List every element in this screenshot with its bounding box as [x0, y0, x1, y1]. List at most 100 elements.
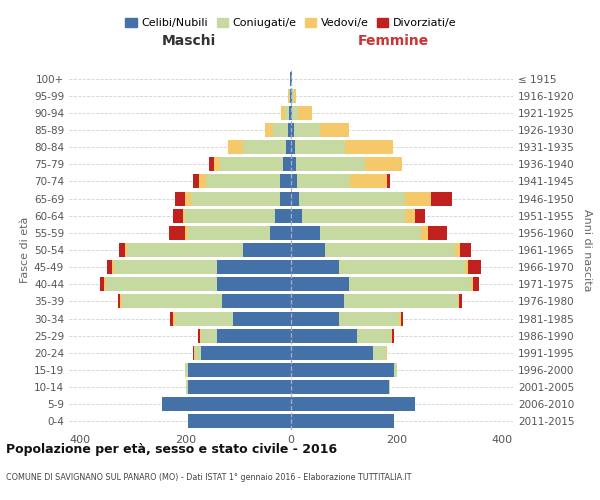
Bar: [291, 243, 325, 257]
Bar: [185, 208, 275, 222]
Bar: [188, 414, 291, 428]
Bar: [122, 294, 222, 308]
Bar: [193, 346, 194, 360]
Bar: [291, 363, 394, 377]
Bar: [400, 312, 401, 326]
Bar: [198, 328, 200, 342]
Bar: [392, 328, 394, 342]
Bar: [415, 208, 425, 222]
Bar: [217, 328, 291, 342]
Bar: [200, 328, 201, 342]
Bar: [455, 243, 460, 257]
Bar: [404, 208, 415, 222]
Bar: [458, 294, 459, 308]
Bar: [114, 260, 217, 274]
Bar: [233, 312, 291, 326]
Bar: [302, 208, 404, 222]
Bar: [185, 226, 188, 240]
Bar: [291, 312, 338, 326]
Bar: [298, 106, 311, 120]
Bar: [270, 226, 291, 240]
Y-axis label: Fasce di età: Fasce di età: [20, 217, 30, 283]
Text: Maschi: Maschi: [162, 34, 216, 48]
Bar: [244, 140, 286, 154]
Bar: [320, 226, 421, 240]
Bar: [466, 260, 468, 274]
Bar: [289, 123, 291, 137]
Bar: [127, 243, 244, 257]
Bar: [387, 174, 390, 188]
Bar: [280, 174, 291, 188]
Bar: [281, 106, 285, 120]
Bar: [227, 140, 244, 154]
Bar: [468, 260, 481, 274]
Bar: [291, 328, 357, 342]
Legend: Celibi/Nubili, Coniugati/e, Vedovi/e, Divorziati/e: Celibi/Nubili, Coniugati/e, Vedovi/e, Di…: [125, 18, 457, 28]
Bar: [206, 174, 280, 188]
Bar: [290, 88, 291, 102]
Bar: [199, 174, 206, 188]
Y-axis label: Anni di nascita: Anni di nascita: [581, 209, 592, 291]
Bar: [173, 208, 182, 222]
Bar: [291, 158, 296, 172]
Bar: [350, 174, 387, 188]
Bar: [161, 398, 291, 411]
Text: Femmine: Femmine: [358, 34, 429, 48]
Bar: [104, 278, 106, 291]
Bar: [293, 123, 320, 137]
Bar: [357, 328, 391, 342]
Bar: [404, 192, 431, 205]
Bar: [299, 192, 404, 205]
Bar: [182, 208, 185, 222]
Bar: [100, 278, 104, 291]
Bar: [285, 106, 289, 120]
Bar: [459, 294, 462, 308]
Bar: [291, 398, 415, 411]
Bar: [275, 208, 291, 222]
Bar: [373, 346, 386, 360]
Bar: [185, 192, 191, 205]
Bar: [346, 140, 393, 154]
Bar: [291, 260, 338, 274]
Bar: [188, 380, 291, 394]
Bar: [431, 192, 452, 205]
Bar: [244, 243, 291, 257]
Bar: [473, 278, 479, 291]
Bar: [214, 158, 220, 172]
Bar: [222, 294, 291, 308]
Text: COMUNE DI SAVIGNANO SUL PANARO (MO) - Dati ISTAT 1° gennaio 2016 - Elaborazione : COMUNE DI SAVIGNANO SUL PANARO (MO) - Da…: [6, 472, 412, 482]
Bar: [391, 328, 392, 342]
Bar: [193, 174, 199, 188]
Bar: [291, 414, 394, 428]
Bar: [187, 380, 188, 394]
Bar: [220, 158, 283, 172]
Bar: [185, 363, 188, 377]
Bar: [286, 140, 291, 154]
Bar: [119, 243, 125, 257]
Bar: [291, 123, 293, 137]
Bar: [106, 278, 217, 291]
Bar: [460, 243, 471, 257]
Bar: [291, 72, 292, 86]
Bar: [292, 88, 293, 102]
Bar: [344, 294, 458, 308]
Bar: [291, 208, 302, 222]
Bar: [389, 380, 391, 394]
Bar: [188, 226, 270, 240]
Bar: [272, 123, 289, 137]
Bar: [288, 88, 289, 102]
Bar: [365, 158, 402, 172]
Bar: [295, 140, 346, 154]
Bar: [291, 278, 349, 291]
Bar: [293, 88, 296, 102]
Bar: [290, 72, 291, 86]
Bar: [298, 174, 350, 188]
Bar: [107, 260, 112, 274]
Bar: [325, 243, 455, 257]
Bar: [112, 260, 114, 274]
Bar: [471, 278, 473, 291]
Bar: [386, 346, 387, 360]
Bar: [188, 363, 291, 377]
Text: Popolazione per età, sesso e stato civile - 2016: Popolazione per età, sesso e stato civil…: [6, 442, 337, 456]
Bar: [201, 328, 217, 342]
